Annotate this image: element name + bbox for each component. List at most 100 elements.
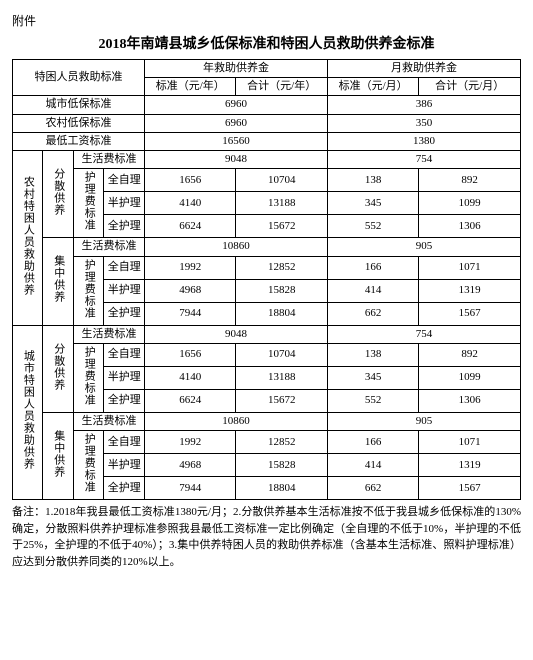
header-total-year: 合计（元/年） — [236, 78, 327, 96]
care-level: 全自理 — [104, 343, 145, 366]
cell: 662 — [327, 302, 418, 325]
cell: 6960 — [145, 96, 328, 114]
cell: 754 — [327, 325, 520, 343]
cell: 166 — [327, 256, 418, 279]
cell: 12852 — [236, 431, 327, 454]
cell: 10704 — [236, 169, 327, 192]
care-level: 全自理 — [104, 169, 145, 192]
cell: 138 — [327, 343, 418, 366]
cell: 892 — [419, 343, 521, 366]
cell: 9048 — [145, 325, 328, 343]
cell: 10860 — [145, 238, 328, 256]
living-label: 生活费标准 — [73, 238, 144, 256]
cell: 18804 — [236, 302, 327, 325]
cell: 4140 — [145, 366, 236, 389]
cell: 7944 — [145, 477, 236, 500]
care-level: 全自理 — [104, 256, 145, 279]
header-std-month: 标准（元/月） — [327, 78, 418, 96]
header-total-month: 合计（元/月） — [419, 78, 521, 96]
care-level: 全护理 — [104, 215, 145, 238]
cell: 18804 — [236, 477, 327, 500]
cell: 7944 — [145, 302, 236, 325]
cell: 1567 — [419, 477, 521, 500]
header-month: 月救助供养金 — [327, 60, 520, 78]
cell: 1071 — [419, 431, 521, 454]
cell: 350 — [327, 114, 520, 132]
subgroup-name: 分散供养 — [43, 150, 73, 237]
cell: 1099 — [419, 366, 521, 389]
cell: 1992 — [145, 256, 236, 279]
care-level: 半护理 — [104, 454, 145, 477]
care-level: 半护理 — [104, 279, 145, 302]
cell: 1380 — [327, 132, 520, 150]
cell: 138 — [327, 169, 418, 192]
cell: 4968 — [145, 279, 236, 302]
cell: 15672 — [236, 215, 327, 238]
cell: 6624 — [145, 390, 236, 413]
care-level: 全自理 — [104, 431, 145, 454]
care-label: 护理费标准 — [73, 343, 103, 412]
subgroup-name: 分散供养 — [43, 325, 73, 412]
cell: 6624 — [145, 215, 236, 238]
cell: 662 — [327, 477, 418, 500]
cell: 345 — [327, 192, 418, 215]
header-year: 年救助供养金 — [145, 60, 328, 78]
cell: 1992 — [145, 431, 236, 454]
cell: 10860 — [145, 413, 328, 431]
cell: 1567 — [419, 302, 521, 325]
cell: 13188 — [236, 192, 327, 215]
care-label: 护理费标准 — [73, 169, 103, 238]
cell: 15828 — [236, 454, 327, 477]
header-group: 特困人员救助标准 — [13, 60, 145, 96]
cell: 15672 — [236, 390, 327, 413]
cell: 414 — [327, 279, 418, 302]
cell: 1319 — [419, 279, 521, 302]
header-std-year: 标准（元/年） — [145, 78, 236, 96]
cell: 754 — [327, 150, 520, 168]
living-label: 生活费标准 — [73, 413, 144, 431]
cell: 905 — [327, 238, 520, 256]
attachment-label: 附件 — [12, 12, 521, 29]
cell: 4968 — [145, 454, 236, 477]
care-level: 全护理 — [104, 302, 145, 325]
cell: 552 — [327, 390, 418, 413]
group-name: 农村特困人员救助供养 — [13, 150, 43, 325]
cell: 13188 — [236, 366, 327, 389]
cell: 10704 — [236, 343, 327, 366]
cell: 166 — [327, 431, 418, 454]
cell: 1656 — [145, 343, 236, 366]
cell: 386 — [327, 96, 520, 114]
cell: 552 — [327, 215, 418, 238]
group-name: 城市特困人员救助供养 — [13, 325, 43, 500]
standards-table: 特困人员救助标准年救助供养金月救助供养金标准（元/年）合计（元/年）标准（元/月… — [12, 59, 521, 500]
care-level: 半护理 — [104, 192, 145, 215]
cell: 1319 — [419, 454, 521, 477]
care-label: 护理费标准 — [73, 431, 103, 500]
cell: 345 — [327, 366, 418, 389]
care-level: 全护理 — [104, 477, 145, 500]
cell: 1656 — [145, 169, 236, 192]
cell: 1306 — [419, 390, 521, 413]
page-title: 2018年南靖县城乡低保标准和特困人员救助供养金标准 — [12, 33, 521, 53]
subgroup-name: 集中供养 — [43, 413, 73, 500]
cell: 905 — [327, 413, 520, 431]
cell: 4140 — [145, 192, 236, 215]
care-label: 护理费标准 — [73, 256, 103, 325]
cell: 15828 — [236, 279, 327, 302]
cell: 1306 — [419, 215, 521, 238]
care-level: 半护理 — [104, 366, 145, 389]
cell: 414 — [327, 454, 418, 477]
footnotes: 备注：1.2018年我县最低工资标准1380元/月；2.分散供养基本生活标准按不… — [12, 504, 521, 570]
cell: 6960 — [145, 114, 328, 132]
row-label: 最低工资标准 — [13, 132, 145, 150]
cell: 1099 — [419, 192, 521, 215]
subgroup-name: 集中供养 — [43, 238, 73, 325]
row-label: 城市低保标准 — [13, 96, 145, 114]
living-label: 生活费标准 — [73, 150, 144, 168]
row-label: 农村低保标准 — [13, 114, 145, 132]
care-level: 全护理 — [104, 390, 145, 413]
cell: 16560 — [145, 132, 328, 150]
cell: 892 — [419, 169, 521, 192]
cell: 9048 — [145, 150, 328, 168]
living-label: 生活费标准 — [73, 325, 144, 343]
